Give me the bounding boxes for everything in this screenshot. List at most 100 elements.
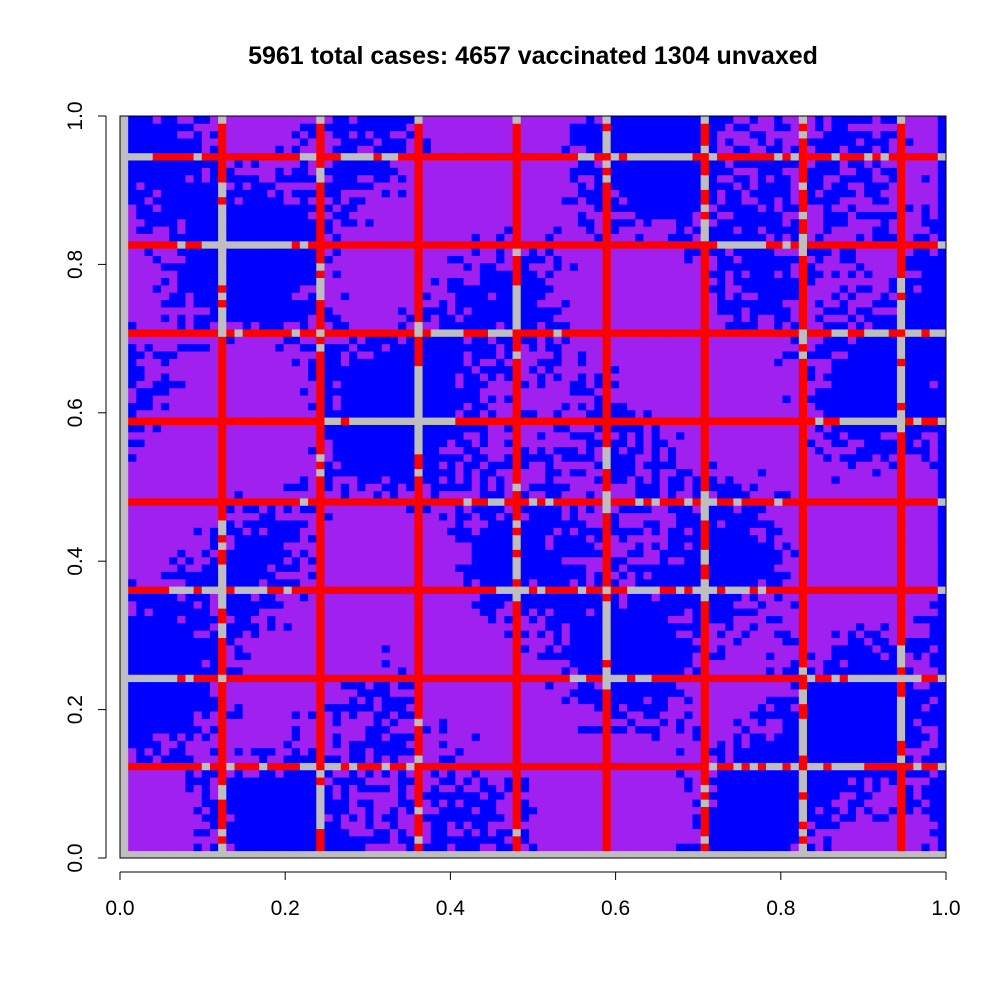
heatmap-cell: [406, 218, 415, 227]
heatmap-cell: [357, 387, 366, 396]
heatmap-cell: [463, 762, 473, 771]
heatmap-cell: [201, 615, 211, 624]
heatmap-cell: [299, 226, 309, 234]
heatmap-cell: [128, 637, 137, 646]
heatmap-cell: [120, 196, 129, 205]
heatmap-cell: [152, 277, 162, 286]
heatmap-cell: [447, 527, 456, 536]
heatmap-cell: [479, 299, 489, 308]
heatmap-cell: [128, 218, 137, 227]
heatmap-cell: [471, 130, 481, 139]
heatmap-cell: [406, 828, 415, 837]
heatmap-cell: [152, 652, 162, 661]
heatmap-cell: [160, 490, 170, 499]
heatmap-cell: [291, 637, 301, 646]
heatmap-cell: [136, 806, 145, 815]
heatmap-cell: [512, 336, 522, 345]
heatmap-cell: [389, 336, 399, 345]
heatmap-cell: [479, 475, 489, 484]
heatmap-cell: [234, 130, 244, 139]
heatmap-cell: [299, 174, 309, 183]
heatmap-cell: [144, 358, 154, 367]
heatmap-cell: [348, 461, 358, 470]
heatmap-cell: [242, 674, 252, 683]
heatmap-cell: [348, 343, 358, 352]
heatmap-cell: [128, 813, 137, 822]
heatmap-cell: [185, 329, 195, 337]
heatmap-cell: [430, 725, 440, 734]
heatmap-cell: [209, 226, 219, 234]
heatmap-cell: [160, 431, 170, 440]
heatmap-cell: [479, 380, 489, 389]
heatmap-cell: [259, 160, 268, 168]
heatmap-cell: [504, 784, 513, 793]
heatmap-cell: [463, 813, 473, 822]
heatmap-cell: [242, 116, 252, 124]
heatmap-cell: [144, 417, 154, 425]
heatmap-cell: [357, 321, 366, 330]
heatmap-cell: [504, 681, 513, 690]
heatmap-cell: [414, 806, 423, 815]
heatmap-cell: [144, 490, 154, 499]
heatmap-cell: [218, 718, 227, 727]
heatmap-cell: [218, 145, 227, 154]
heatmap-cell: [275, 211, 284, 220]
heatmap-cell: [373, 145, 383, 154]
heatmap-cell: [348, 160, 358, 168]
heatmap-cell: [438, 365, 448, 374]
heatmap-cell: [299, 395, 309, 403]
heatmap-cell: [152, 689, 162, 697]
heatmap-cell: [152, 490, 162, 499]
heatmap-cell: [185, 762, 195, 771]
heatmap-cell: [267, 248, 276, 256]
heatmap-cell: [455, 733, 464, 741]
heatmap-cell: [324, 351, 334, 359]
heatmap-cell: [414, 145, 423, 154]
heatmap-cell: [406, 138, 415, 146]
heatmap-cell: [479, 490, 489, 499]
heatmap-cell: [144, 446, 154, 455]
heatmap-cell: [488, 549, 497, 558]
heatmap-cell: [275, 600, 284, 609]
heatmap-cell: [447, 307, 456, 315]
heatmap-cell: [381, 461, 391, 470]
heatmap-cell: [234, 240, 244, 249]
heatmap-cell: [398, 160, 407, 168]
heatmap-cell: [259, 762, 268, 771]
heatmap-cell: [406, 666, 415, 675]
heatmap-cell: [455, 659, 464, 668]
heatmap-cell: [340, 417, 350, 425]
heatmap-cell: [218, 277, 227, 286]
heatmap-cell: [488, 446, 497, 455]
heatmap-cell: [209, 630, 219, 639]
heatmap-cell: [308, 233, 317, 242]
heatmap-cell: [120, 174, 129, 183]
heatmap-cell: [234, 307, 244, 315]
heatmap-cell: [299, 240, 309, 249]
heatmap-cell: [373, 453, 383, 462]
heatmap-cell: [136, 387, 145, 396]
heatmap-cell: [275, 527, 284, 536]
heatmap-cell: [291, 395, 301, 403]
heatmap-cell: [340, 468, 350, 477]
heatmap-cell: [398, 666, 407, 675]
heatmap-cell: [373, 351, 383, 359]
heatmap-cell: [283, 813, 293, 822]
heatmap-cell: [259, 828, 268, 837]
heatmap-cell: [201, 578, 211, 587]
heatmap-cell: [381, 564, 391, 572]
heatmap-cell: [120, 769, 129, 778]
heatmap-cell: [226, 409, 235, 418]
heatmap-cell: [242, 703, 252, 712]
heatmap-cell: [520, 799, 530, 807]
heatmap-cell: [291, 777, 301, 785]
heatmap-cell: [226, 542, 235, 550]
heatmap-cell: [422, 740, 432, 749]
heatmap-cell: [463, 725, 473, 734]
heatmap-cell: [308, 380, 317, 389]
heatmap-cell: [283, 196, 293, 205]
heatmap-cell: [201, 644, 211, 653]
heatmap-cell: [340, 762, 350, 771]
heatmap-cell: [471, 777, 481, 785]
heatmap-cell: [324, 689, 334, 697]
